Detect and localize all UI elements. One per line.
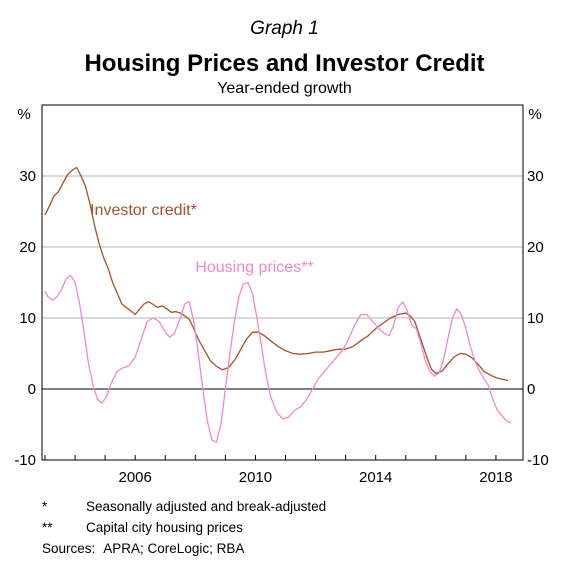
- x-tick-label: 2014: [359, 469, 392, 486]
- footnote-1-mark: *: [42, 499, 48, 514]
- x-tick-label: 2018: [479, 469, 512, 486]
- y-right-tick-label: 0: [527, 381, 535, 398]
- sources-label: Sources:: [42, 541, 96, 556]
- graph-label: Graph 1: [250, 18, 319, 39]
- axis-labels: -10 -10 0 0 10 10 20 20 30 30% % 2006 2010 2014 2018 In…: [14, 106, 548, 486]
- sources-text: APRA; CoreLogic; RBA: [103, 541, 245, 556]
- series-label-2: Housing prices**: [195, 259, 313, 276]
- chart-subtitle: Year-ended growth: [217, 80, 352, 97]
- y-right-tick-label: 10: [527, 310, 544, 327]
- footnote-2: ** Capital city housing prices: [42, 517, 326, 538]
- footnote-2-mark: **: [42, 520, 53, 535]
- x-tick-label: 2006: [119, 469, 152, 486]
- y-left-tick-label: 30: [19, 168, 36, 185]
- y-right-tick-label: 30: [527, 168, 544, 185]
- y-left-tick-label: 0: [28, 381, 36, 398]
- y-left-tick-label: 20: [19, 239, 36, 256]
- chart-title: Housing Prices and Investor Credit: [84, 50, 485, 77]
- x-tick-label: 2010: [239, 469, 272, 486]
- plot-frame: [41, 104, 524, 461]
- y-right-tick-label: 20: [527, 239, 544, 256]
- series-lines: [44, 166, 512, 443]
- y-left-unit: %: [17, 106, 30, 123]
- footnote-2-text: Capital city housing prices: [86, 520, 243, 535]
- gridlines: [42, 175, 523, 390]
- series-line-1: [44, 166, 509, 382]
- y-right-unit: %: [528, 106, 541, 123]
- y-right-tick-label: -10: [527, 452, 549, 469]
- axis-ticks: [44, 455, 497, 460]
- series-line-2: [44, 274, 512, 443]
- footnote-1-text: Seasonally adjusted and break-adjusted: [86, 499, 327, 514]
- sources: Sources: APRA; CoreLogic; RBA: [42, 538, 326, 559]
- series-label-1: Investor credit*: [90, 202, 197, 219]
- y-left-tick-label: -10: [14, 452, 36, 469]
- footnote-1: * Seasonally adjusted and break-adjusted: [42, 496, 326, 517]
- y-left-tick-label: 10: [19, 310, 36, 327]
- footnotes: * Seasonally adjusted and break-adjusted…: [42, 496, 326, 559]
